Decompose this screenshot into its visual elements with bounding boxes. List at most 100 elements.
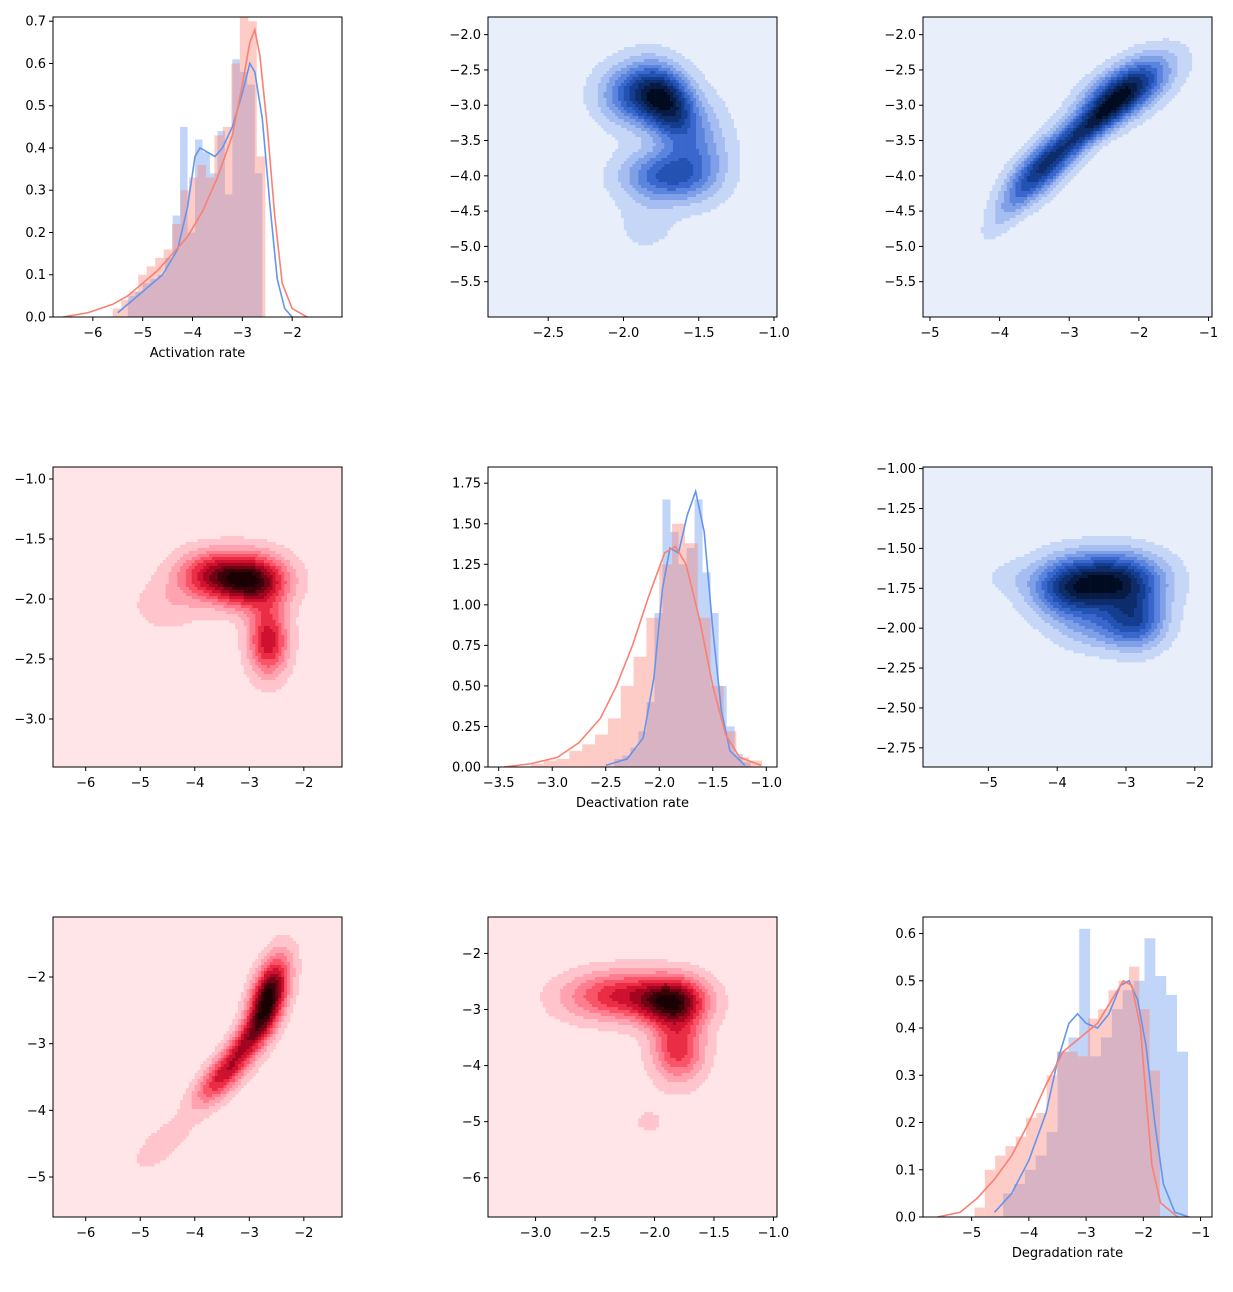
density-cell — [1079, 95, 1083, 99]
density-cell — [733, 128, 737, 132]
density-cell — [1018, 206, 1022, 210]
density-cell — [1064, 170, 1068, 174]
density-cell — [1116, 86, 1120, 90]
density-cell — [652, 128, 656, 132]
density-cell — [1105, 125, 1109, 129]
density-cell — [678, 179, 682, 183]
density-cell — [652, 98, 656, 102]
density-cell — [185, 572, 190, 576]
density-cell — [701, 131, 706, 135]
density-cell — [229, 539, 233, 543]
density-cell — [612, 194, 616, 198]
density-cell — [704, 206, 708, 210]
density-cell — [704, 200, 708, 204]
density-cell — [693, 92, 697, 96]
density-cell — [620, 206, 625, 210]
density-cell — [1177, 53, 1181, 57]
density-cell — [646, 59, 651, 63]
density-cell — [719, 188, 723, 192]
x-tick-label: −1 — [1199, 326, 1218, 341]
density-cell — [649, 140, 654, 144]
density-cell — [681, 125, 685, 129]
density-cell — [1125, 80, 1129, 84]
density-cell — [1018, 179, 1022, 183]
density-cell — [1139, 47, 1143, 51]
density-cell — [658, 236, 662, 240]
density-cell — [716, 152, 720, 156]
density-cell — [623, 50, 628, 54]
density-cell — [220, 542, 224, 546]
density-cell — [1128, 53, 1132, 57]
density-cell — [1058, 146, 1063, 150]
density-cell — [1084, 86, 1089, 90]
density-cell — [632, 152, 636, 156]
density-cell — [655, 143, 659, 147]
density-cell — [1018, 173, 1022, 177]
density-cell — [1079, 86, 1083, 90]
density-cell — [1107, 131, 1112, 135]
density-cell — [1032, 173, 1037, 177]
density-cell — [1047, 170, 1051, 174]
density-cell — [1139, 80, 1143, 84]
density-cell — [1024, 173, 1028, 177]
density-cell — [646, 101, 651, 105]
density-cell — [638, 71, 642, 75]
density-cell — [1024, 191, 1028, 195]
density-cell — [600, 71, 604, 75]
density-cell — [304, 569, 308, 573]
density-cell — [646, 221, 651, 225]
density-cell — [597, 119, 602, 123]
density-cell — [1067, 158, 1071, 162]
density-cell — [658, 224, 662, 228]
density-cell — [638, 125, 642, 129]
density-cell — [284, 569, 288, 573]
density-cell — [623, 221, 628, 225]
density-cell — [652, 167, 656, 171]
density-cell — [1107, 140, 1112, 144]
density-cell — [609, 74, 613, 78]
density-cell — [1079, 161, 1083, 165]
density-cell — [635, 236, 639, 240]
density-cell — [1113, 59, 1117, 63]
density-cell — [696, 101, 700, 105]
density-cell — [1070, 92, 1074, 96]
density-cell — [638, 110, 642, 114]
density-cell — [1148, 89, 1152, 93]
density-cell — [609, 56, 613, 60]
density-cell — [655, 125, 659, 129]
density-cell — [635, 227, 639, 231]
density-cell — [635, 170, 639, 174]
density-cell — [235, 545, 239, 549]
density-cell — [1012, 155, 1016, 159]
density-cell — [1090, 155, 1094, 159]
density-cell — [1180, 83, 1184, 87]
density-cell — [989, 197, 993, 201]
density-cell — [623, 227, 628, 231]
density-cell — [612, 173, 616, 177]
density-cell — [1064, 134, 1068, 138]
density-cell — [1113, 107, 1117, 111]
density-cell — [623, 146, 628, 150]
density-cell — [1053, 185, 1057, 189]
density-cell — [701, 194, 706, 198]
density-cell — [722, 188, 726, 192]
density-cell — [701, 98, 706, 102]
density-cell — [1151, 44, 1155, 48]
density-cell — [1006, 173, 1010, 177]
density-cell — [1024, 209, 1028, 213]
density-cell — [1116, 122, 1120, 126]
density-cell — [719, 155, 723, 159]
density-cell — [646, 164, 651, 168]
density-cell — [597, 86, 602, 90]
density-cell — [649, 230, 654, 234]
density-cell — [1171, 56, 1175, 60]
density-cell — [713, 113, 717, 117]
density-cell — [1145, 113, 1149, 117]
density-cell — [206, 548, 210, 552]
density-cell — [646, 158, 651, 162]
density-cell — [1125, 92, 1129, 96]
density-cell — [1183, 59, 1187, 63]
density-cell — [1139, 50, 1143, 54]
density-cell — [644, 152, 648, 156]
density-cell — [1067, 137, 1071, 141]
